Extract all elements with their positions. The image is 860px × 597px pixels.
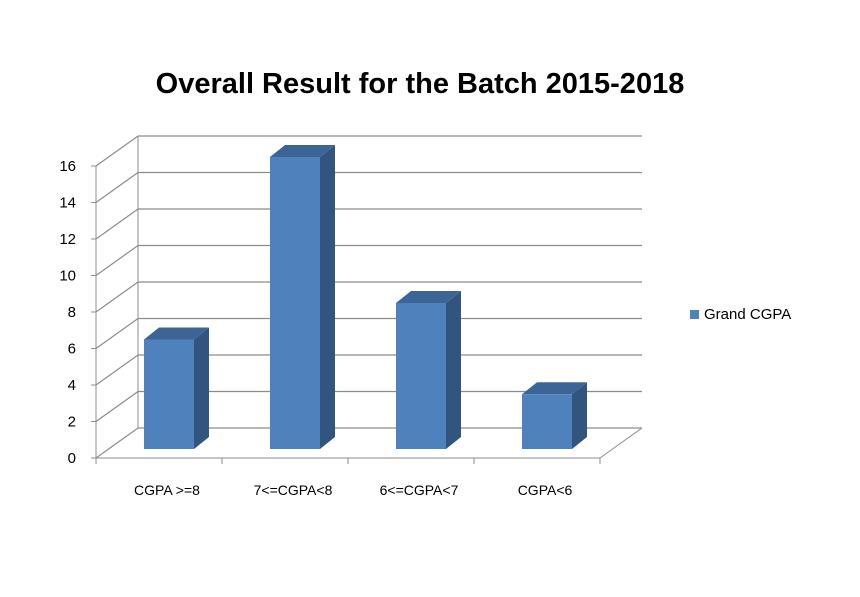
legend-swatch (690, 310, 699, 319)
category-label: 6<=CGPA<7 (380, 482, 459, 498)
bar-side (446, 291, 461, 449)
legend-label: Grand CGPA (704, 306, 792, 323)
category-label: 7<=CGPA<8 (254, 482, 333, 498)
bar-front (396, 303, 446, 449)
gridlines (95, 135, 642, 459)
y-tick-label: 8 (68, 304, 76, 321)
bar-top (396, 291, 461, 303)
y-tick-label: 16 (59, 158, 76, 175)
y-axis-ticks: 0 2 4 6 8 10 12 14 16 (59, 158, 96, 467)
bar-front (270, 157, 320, 449)
legend: Grand CGPA (690, 306, 791, 323)
bar-top (270, 145, 335, 157)
bar-front (522, 394, 572, 449)
bar-top (144, 327, 209, 340)
category-label: CGPA >=8 (134, 482, 200, 498)
chart-title: Overall Result for the Batch 2015-2018 (155, 68, 685, 100)
bar (522, 382, 587, 449)
y-tick-label: 14 (59, 195, 76, 212)
bar-side (320, 145, 335, 449)
y-tick-label: 6 (68, 341, 76, 358)
x-axis (95, 458, 601, 464)
bars (144, 145, 587, 449)
category-label: CGPA<6 (518, 482, 573, 498)
bar-top (522, 382, 587, 395)
category-labels: CGPA >=8 7<=CGPA<8 6<=CGPA<7 CGPA<6 (134, 482, 572, 498)
y-tick-label: 10 (59, 268, 76, 285)
y-tick-label: 12 (59, 231, 76, 248)
bar (144, 327, 209, 449)
bar (396, 291, 461, 449)
y-tick-label: 4 (68, 377, 76, 394)
y-tick-label: 2 (68, 414, 76, 431)
bar-side (194, 327, 209, 449)
bar-side (572, 382, 587, 449)
bar (270, 145, 335, 449)
y-tick-label: 0 (68, 450, 76, 467)
bar-front (144, 339, 194, 449)
